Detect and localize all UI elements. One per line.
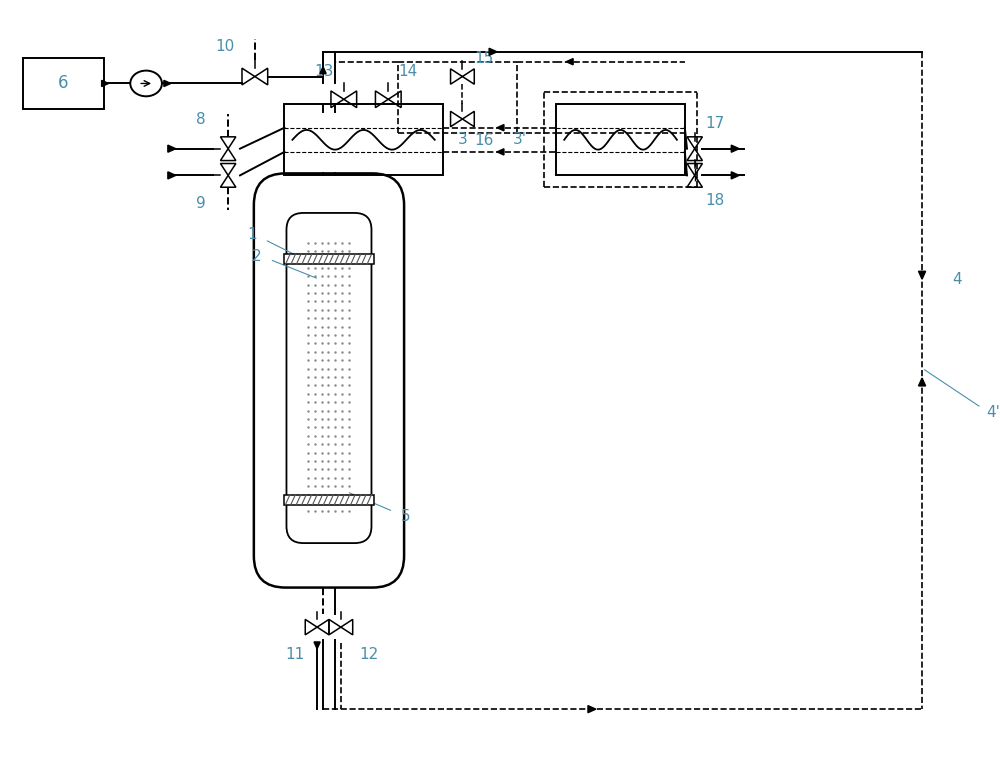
Bar (284, 104, 443, 175)
Text: 9: 9 (196, 196, 205, 211)
FancyBboxPatch shape (286, 213, 371, 543)
Bar (284, 495, 374, 505)
Polygon shape (102, 80, 109, 86)
Text: 16: 16 (474, 133, 494, 149)
Polygon shape (918, 271, 926, 279)
Polygon shape (168, 145, 176, 152)
Text: 3: 3 (457, 133, 467, 147)
Polygon shape (320, 67, 326, 74)
Text: 13: 13 (314, 64, 334, 79)
Polygon shape (497, 124, 504, 131)
Text: 2: 2 (252, 249, 262, 264)
Bar (284, 255, 374, 265)
Text: 12: 12 (359, 647, 378, 662)
Text: 15: 15 (475, 52, 494, 66)
Text: 8: 8 (196, 111, 205, 127)
Text: 1: 1 (247, 227, 257, 243)
Text: 5: 5 (401, 509, 411, 524)
Polygon shape (497, 149, 504, 155)
Text: 11: 11 (286, 647, 305, 662)
Polygon shape (588, 706, 596, 713)
Text: 6: 6 (58, 74, 68, 92)
Polygon shape (918, 378, 926, 386)
Polygon shape (168, 172, 176, 179)
Text: 18: 18 (705, 193, 724, 208)
Polygon shape (314, 642, 320, 649)
Text: 3': 3' (513, 133, 527, 147)
Bar (23, 58, 104, 109)
Polygon shape (164, 80, 171, 86)
Text: 4': 4' (986, 405, 1000, 420)
Polygon shape (731, 145, 739, 152)
Polygon shape (489, 49, 497, 55)
Polygon shape (566, 58, 573, 65)
Text: 14: 14 (398, 64, 418, 79)
Polygon shape (731, 172, 739, 179)
Text: 10: 10 (216, 39, 235, 55)
Text: 4: 4 (952, 271, 961, 287)
Bar (556, 104, 685, 175)
Text: 17: 17 (705, 117, 724, 131)
